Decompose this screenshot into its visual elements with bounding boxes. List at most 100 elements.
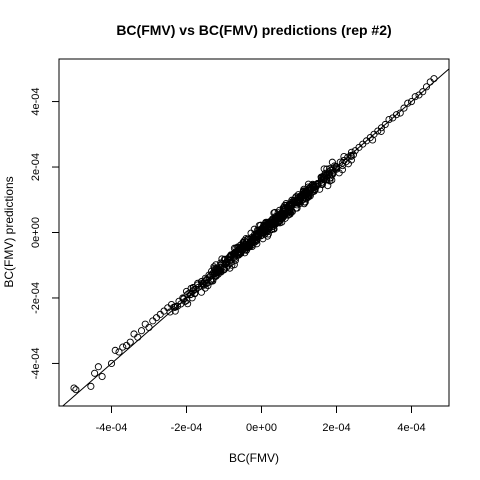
data-point	[160, 307, 168, 315]
data-point	[261, 227, 269, 235]
data-point	[230, 252, 238, 260]
data-point	[226, 264, 234, 272]
data-point	[134, 333, 142, 341]
data-point	[377, 127, 385, 135]
data-point	[305, 191, 313, 199]
data-point	[327, 166, 335, 174]
data-point	[300, 191, 308, 200]
data-point	[197, 278, 205, 286]
data-point	[152, 314, 161, 322]
data-point	[286, 209, 294, 217]
y-tick-label: 0e+00	[30, 217, 42, 248]
data-point	[156, 310, 164, 318]
y-tick-label: 2e-04	[30, 153, 42, 181]
data-point	[422, 83, 431, 91]
data-point	[309, 182, 317, 190]
y-tick-label: -2e-04	[30, 282, 42, 314]
data-point	[255, 226, 263, 234]
data-point	[91, 369, 99, 377]
data-point	[107, 359, 116, 367]
data-point	[279, 204, 287, 212]
data-point	[419, 88, 427, 96]
data-point	[426, 78, 434, 86]
data-point	[262, 218, 270, 226]
points-layer	[70, 75, 438, 394]
data-point	[210, 270, 218, 278]
data-point	[385, 116, 393, 124]
data-point	[297, 193, 305, 201]
data-point	[115, 348, 123, 356]
data-point	[119, 343, 127, 351]
data-point	[98, 372, 106, 381]
data-point	[324, 182, 332, 190]
data-point	[266, 223, 274, 231]
data-point	[254, 233, 262, 241]
data-point	[396, 109, 404, 117]
data-point	[430, 75, 438, 83]
data-point	[293, 204, 301, 212]
data-point	[197, 288, 205, 296]
data-point	[207, 276, 215, 284]
data-point	[224, 256, 232, 264]
chart-title: BC(FMV) vs BC(FMV) predictions (rep #2)	[116, 22, 391, 38]
data-point	[201, 278, 209, 286]
data-point	[126, 338, 134, 346]
data-point	[141, 320, 149, 328]
y-tick-label: 4e-04	[30, 87, 42, 115]
data-point	[235, 251, 243, 259]
x-tick-label: -2e-04	[171, 422, 203, 434]
y-axis-label: BC(FMV) predictions	[2, 176, 16, 287]
x-tick-label: 0e+00	[246, 422, 277, 434]
data-point	[189, 284, 197, 292]
data-point	[202, 279, 210, 287]
data-point	[332, 163, 340, 171]
data-point	[344, 160, 352, 168]
data-point	[369, 136, 377, 144]
data-point	[239, 241, 247, 250]
data-point	[290, 198, 298, 207]
data-point	[231, 255, 239, 263]
data-point	[295, 197, 303, 206]
data-point	[87, 382, 95, 390]
x-tick-label: -4e-04	[96, 422, 128, 434]
data-point	[145, 323, 153, 331]
data-point	[194, 279, 202, 287]
data-point	[245, 241, 253, 249]
data-point	[328, 158, 336, 166]
data-point	[72, 386, 80, 394]
data-point	[122, 341, 131, 349]
data-point	[166, 308, 174, 316]
data-point	[323, 165, 331, 173]
data-point	[407, 98, 416, 106]
data-point	[347, 152, 355, 160]
data-point	[263, 225, 272, 233]
data-point	[329, 168, 337, 176]
data-point	[94, 363, 102, 371]
data-point	[411, 93, 419, 101]
data-point	[340, 152, 348, 161]
x-tick-label: 4e-04	[397, 422, 425, 434]
data-point	[338, 166, 346, 174]
y-tick-label: -4e-04	[30, 348, 42, 380]
data-point	[137, 327, 146, 335]
data-point	[181, 297, 189, 306]
data-point	[170, 303, 178, 311]
data-point	[217, 268, 225, 276]
data-point	[392, 111, 401, 119]
x-axis-label: BC(FMV)	[229, 451, 279, 465]
data-point	[347, 151, 355, 160]
data-point	[111, 346, 119, 354]
data-point	[288, 196, 296, 204]
data-point	[130, 330, 138, 338]
data-point	[226, 259, 234, 267]
data-point	[381, 120, 389, 129]
data-point	[404, 99, 412, 107]
x-axis: -4e-04 -2e-04 0e+00 2e-04 4e-04	[96, 406, 426, 434]
data-point	[70, 384, 78, 392]
data-point	[184, 300, 192, 308]
data-point	[274, 217, 282, 225]
data-point	[349, 151, 357, 159]
data-point	[217, 265, 225, 273]
data-point	[149, 317, 157, 325]
